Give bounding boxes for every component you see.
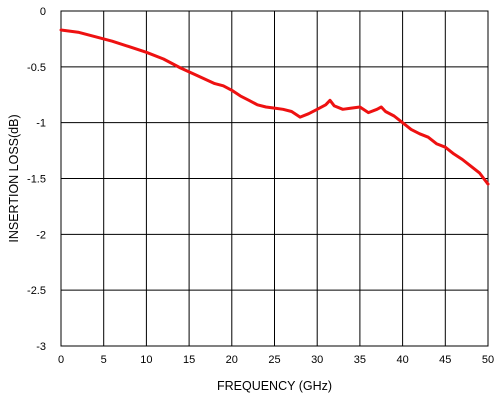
x-tick-label: 20 (226, 354, 238, 366)
x-tick-label: 5 (101, 354, 107, 366)
x-tick-label: 30 (311, 354, 323, 366)
x-tick-label: 35 (354, 354, 366, 366)
insertion-loss-line (59, 28, 490, 186)
y-tick-label: -3 (36, 341, 46, 353)
x-tick-label: 15 (183, 354, 195, 366)
y-tick-label: -1.5 (27, 174, 46, 186)
x-axis-title: FREQUENCY (GHz) (217, 379, 332, 393)
x-tick-label: 40 (396, 354, 408, 366)
series-layer (59, 28, 490, 186)
x-tick-label: 25 (268, 354, 280, 366)
plot-area-border (60, 10, 489, 347)
x-tick-label: 50 (482, 354, 494, 366)
y-axis-title: INSERTION LOSS(dB) (7, 114, 21, 242)
y-tick-label: -2.5 (27, 285, 46, 297)
y-tick-label: 0 (40, 6, 46, 18)
y-tick-label: -1 (36, 118, 46, 130)
grid (60, 10, 489, 347)
x-tick-label: 45 (439, 354, 451, 366)
y-axis-ticks: 0 -0.5 -1 -1.5 -2 -2.5 -3 (27, 6, 46, 353)
x-axis-ticks: 0 5 10 15 20 25 30 35 40 45 50 (58, 354, 494, 366)
x-tick-label: 10 (140, 354, 152, 366)
y-tick-label: -0.5 (27, 62, 46, 74)
x-tick-label: 0 (58, 354, 64, 366)
y-tick-label: -2 (36, 229, 46, 241)
